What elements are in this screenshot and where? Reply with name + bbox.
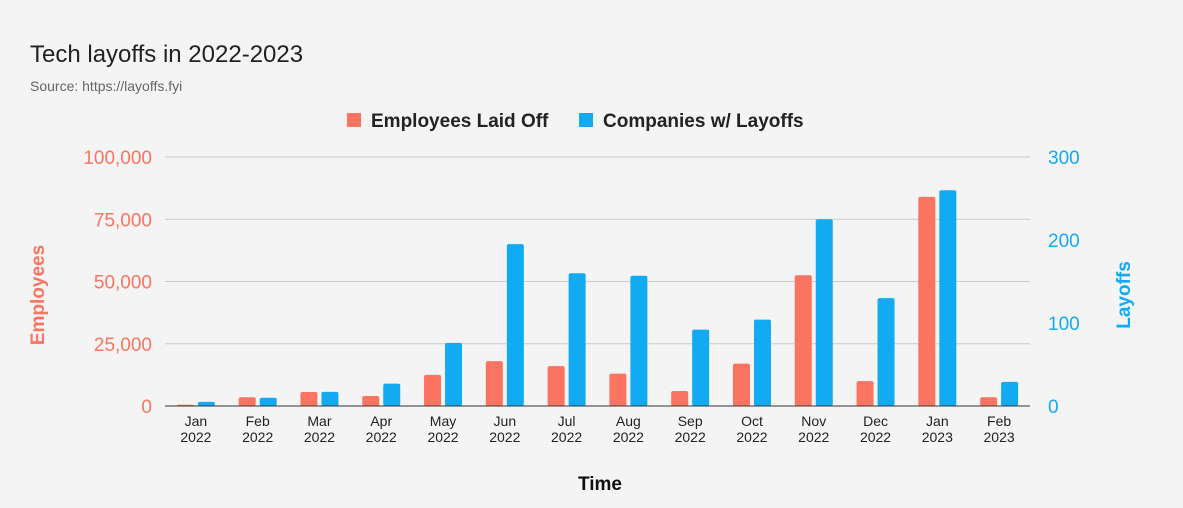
bar-employees-laid-off: [485, 361, 503, 406]
x-tick-label-month: Apr: [370, 413, 392, 429]
bar-employees-laid-off: [609, 373, 627, 406]
x-tick-label-month: May: [430, 413, 456, 429]
legend-swatch-companies: [579, 113, 593, 127]
bar-companies-with-layoffs: [506, 244, 524, 406]
legend-swatch-employees: [347, 113, 361, 127]
y-right-tick-label: 300: [1048, 148, 1080, 169]
x-tick-label-year: 2022: [551, 429, 582, 445]
bar-companies-with-layoffs: [383, 383, 401, 406]
x-tick-label-month: Feb: [987, 413, 1011, 429]
x-tick-label-year: 2022: [675, 429, 706, 445]
y-right-tick-label: 200: [1048, 231, 1080, 252]
y-left-tick-label: 75,000: [94, 210, 152, 231]
x-tick-label-year: 2022: [860, 429, 891, 445]
x-tick-label-year: 2022: [366, 429, 397, 445]
x-tick-label-year: 2022: [427, 429, 458, 445]
x-tick-label-year: 2022: [242, 429, 273, 445]
bar-companies-with-layoffs: [692, 329, 710, 406]
bar-employees-laid-off: [732, 363, 750, 406]
legend-label-employees: Employees Laid Off: [371, 111, 549, 132]
bar-employees-laid-off: [918, 196, 936, 406]
x-tick-label-month: Mar: [307, 413, 331, 429]
x-tick-label-month: Jan: [185, 413, 208, 429]
y-right-tick-label: 100: [1048, 314, 1080, 335]
y-right-tick-label: 0: [1048, 397, 1059, 418]
y-right-axis-title: Layoffs: [1114, 261, 1135, 329]
bar-employees-laid-off: [238, 397, 256, 406]
x-tick-label-year: 2023: [984, 429, 1015, 445]
bar-companies-with-layoffs: [259, 397, 277, 406]
y-left-tick-label: 25,000: [94, 335, 152, 356]
bar-companies-with-layoffs: [321, 391, 339, 406]
bar-employees-laid-off: [424, 374, 442, 406]
x-tick-label-month: Jul: [558, 413, 576, 429]
bar-companies-with-layoffs: [939, 190, 957, 406]
x-axis-title: Time: [578, 474, 622, 495]
bar-employees-laid-off: [980, 397, 998, 406]
bar-companies-with-layoffs: [815, 219, 833, 406]
y-left-tick-label: 50,000: [94, 273, 152, 294]
x-tick-label-year: 2023: [922, 429, 953, 445]
bar-companies-with-layoffs: [877, 298, 895, 406]
x-tick-label-month: Nov: [801, 413, 826, 429]
x-tick-label-month: Aug: [616, 413, 641, 429]
chart-title: Tech layoffs in 2022-2023: [30, 41, 304, 68]
x-tick-label-month: Oct: [741, 413, 763, 429]
bar-employees-laid-off: [671, 391, 689, 406]
bar-companies-with-layoffs: [568, 273, 586, 406]
x-tick-label-year: 2022: [489, 429, 520, 445]
x-tick-label-year: 2022: [180, 429, 211, 445]
bar-companies-with-layoffs: [197, 401, 215, 406]
bar-employees-laid-off: [362, 396, 380, 406]
bar-companies-with-layoffs: [445, 342, 463, 406]
y-left-tick-label: 0: [141, 397, 152, 418]
bar-employees-laid-off: [794, 275, 812, 406]
x-tick-label-year: 2022: [798, 429, 829, 445]
chart-subtitle: Source: https://layoffs.fyi: [30, 78, 183, 94]
bar-employees-laid-off: [300, 392, 318, 406]
y-left-axis-title: Employees: [28, 245, 49, 345]
x-tick-label-month: Sep: [678, 413, 703, 429]
bar-companies-with-layoffs: [630, 275, 648, 406]
bar-employees-laid-off: [547, 366, 565, 406]
x-tick-label-year: 2022: [736, 429, 767, 445]
x-tick-label-month: Jun: [494, 413, 517, 429]
x-tick-label-month: Dec: [863, 413, 888, 429]
bar-companies-with-layoffs: [753, 319, 771, 406]
x-tick-label-year: 2022: [304, 429, 335, 445]
x-tick-label-month: Feb: [246, 413, 270, 429]
bar-companies-with-layoffs: [1001, 381, 1019, 406]
x-tick-label-month: Jan: [926, 413, 949, 429]
x-tick-label-year: 2022: [613, 429, 644, 445]
legend-label-companies: Companies w/ Layoffs: [603, 111, 804, 132]
y-left-tick-label: 100,000: [83, 148, 152, 169]
bar-employees-laid-off: [856, 381, 874, 406]
